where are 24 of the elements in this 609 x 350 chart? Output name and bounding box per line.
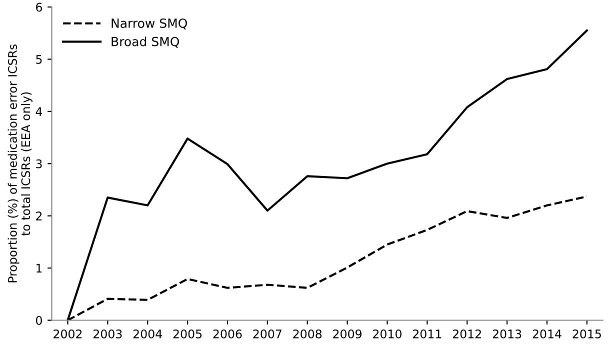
x-tick-label: 2006 (213, 329, 242, 338)
x-tick-label: 2011 (413, 329, 442, 338)
y-tick-label: 5 (36, 55, 42, 64)
y-axis-title: Proportion (%) of medication error ICSRs to total ICSRs (EEA only) (8, 44, 32, 282)
x-tick-label: 2004 (133, 329, 162, 338)
legend-label: Broad SMQ (112, 36, 180, 48)
y-tick-label: 4 (36, 107, 42, 116)
x-tick-label: 2007 (253, 329, 282, 338)
x-tick-label: 2010 (373, 329, 402, 338)
x-tick-label: 2003 (94, 329, 122, 338)
x-tick-label: 2012 (452, 329, 481, 338)
y-tick-label: 1 (36, 264, 42, 273)
y-tick-label: 6 (36, 2, 42, 12)
y-tick-label: 2 (36, 212, 42, 220)
x-tick-label: 2013 (492, 329, 522, 338)
y-tick-label: 3 (36, 159, 42, 168)
x-tick-label: 2008 (293, 329, 322, 338)
x-tick-label: 2009 (333, 329, 362, 338)
x-tick-label: 2014 (532, 329, 562, 338)
x-tick-label: 2005 (173, 329, 202, 338)
x-tick-label: 2002 (54, 329, 82, 338)
legend-label: Narrow SMQ (112, 18, 188, 30)
y-tick-label: 0 (36, 316, 42, 325)
x-tick-label: 2015 (572, 329, 601, 338)
